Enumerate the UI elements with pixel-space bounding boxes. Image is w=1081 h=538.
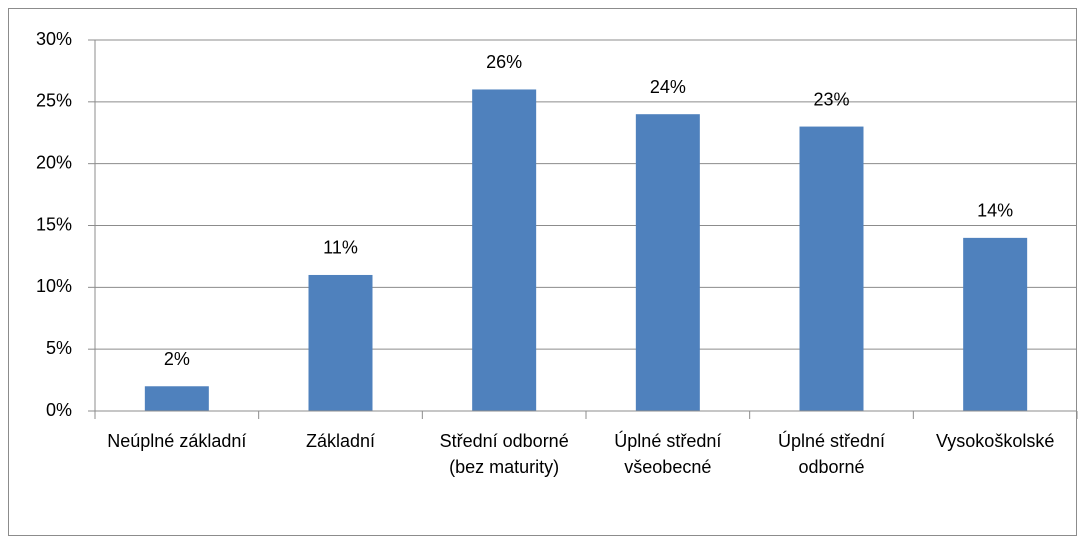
x-tick-label: Úplné střední všeobecné: [614, 431, 722, 477]
bar: [144, 386, 209, 411]
value-label: 14%: [977, 201, 1013, 221]
bar: [799, 126, 864, 412]
chart-border: [8, 8, 1077, 536]
value-label: 24%: [650, 77, 686, 97]
x-tick-label: Střední odborné (bez maturity): [439, 431, 569, 477]
y-tick-label: 15%: [36, 214, 72, 234]
x-tick-label: Základní: [305, 431, 375, 451]
value-label: 26%: [486, 52, 522, 72]
y-tick-label: 30%: [36, 29, 72, 49]
y-tick-label: 20%: [36, 152, 72, 172]
bar: [963, 237, 1028, 411]
bar: [472, 89, 537, 411]
value-label: 2%: [164, 349, 190, 369]
x-tick-label: Vysokoškolské: [935, 431, 1055, 451]
x-tick-label: Neúplné základní: [107, 431, 247, 451]
value-label: 11%: [323, 238, 358, 258]
bar: [308, 274, 373, 411]
x-tick-label: Úplné střední odborné: [777, 431, 886, 477]
value-label: 23%: [813, 89, 849, 109]
y-tick-label: 10%: [36, 276, 72, 296]
bar: [635, 114, 700, 411]
y-tick-label: 25%: [36, 91, 72, 111]
y-tick-label: 0%: [46, 400, 72, 420]
y-tick-label: 5%: [46, 338, 72, 358]
